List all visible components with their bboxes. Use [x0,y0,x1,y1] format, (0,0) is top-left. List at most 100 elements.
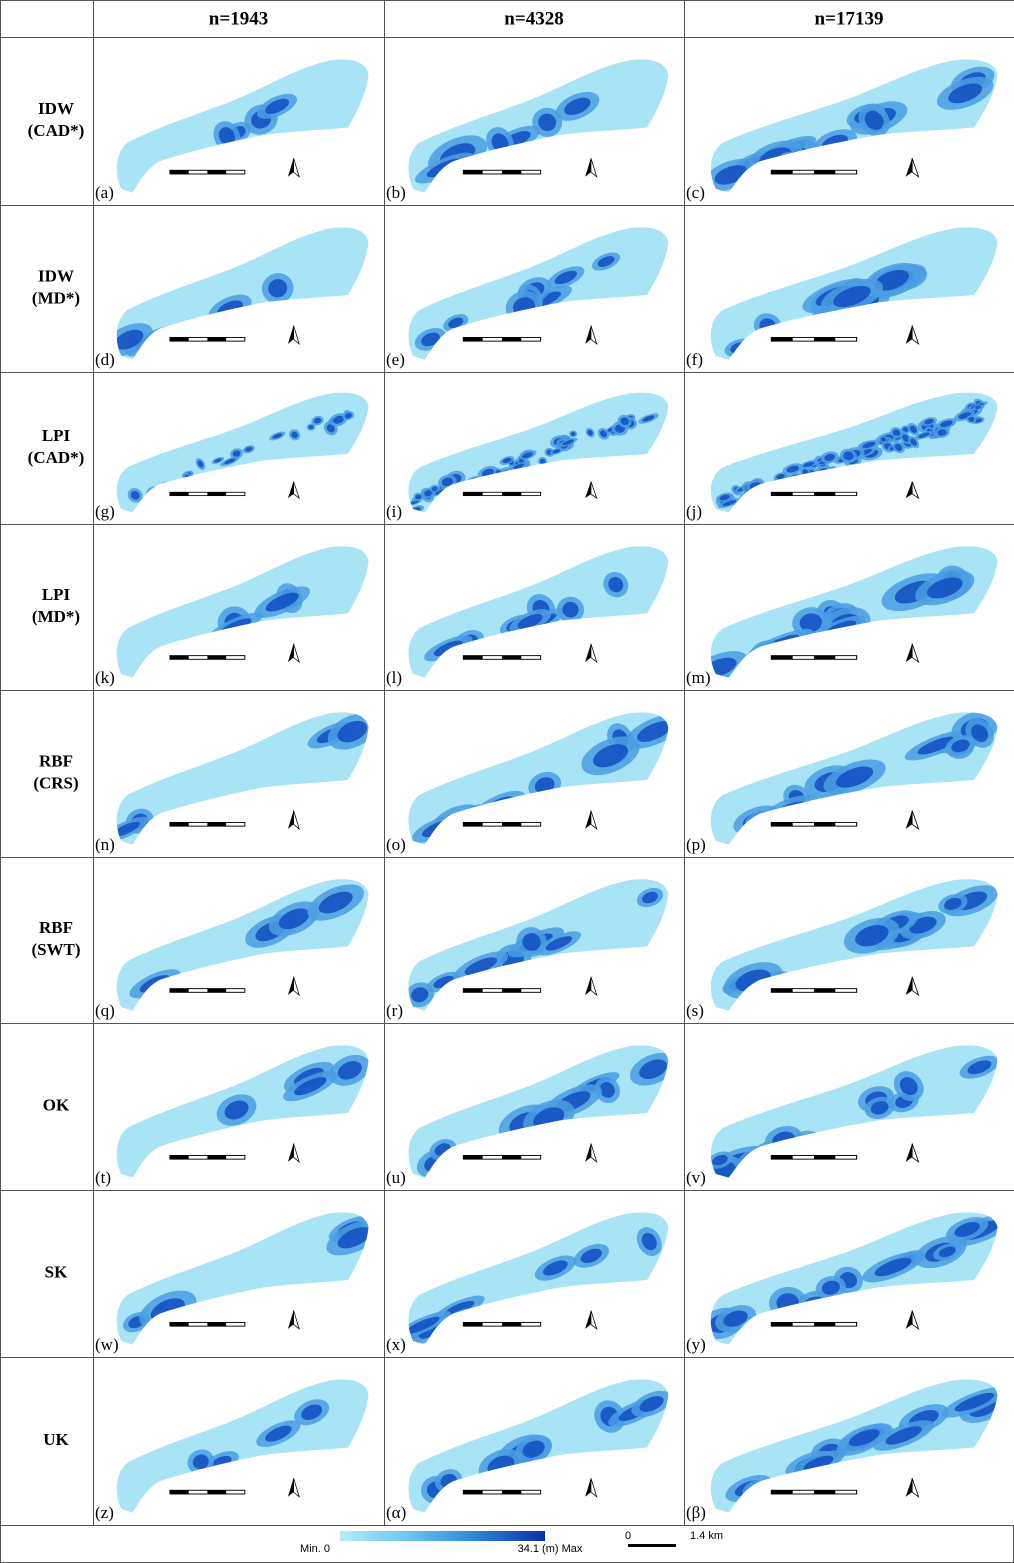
scale-bar-seg [814,656,835,660]
north-arrow [912,1143,918,1161]
scale-bar [170,492,245,495]
north-arrow [288,644,294,662]
scale-bar-seg [463,1490,482,1494]
scale-bar-seg [207,170,226,174]
method-label: (CRS) [33,773,78,792]
panel-label: (k) [95,668,115,687]
scale-bar-seg [207,1322,226,1326]
scale-bar [771,1155,856,1159]
scale-bar-seg [463,822,482,826]
depth-zone [450,487,462,497]
map-panel [117,393,369,513]
method-label: SK [45,1262,68,1281]
scale-bar [771,822,856,826]
panel-label: (β) [686,1503,706,1522]
method-label: IDW [38,99,74,118]
scale-bar [463,656,540,660]
scale-bar-seg [814,989,835,993]
north-arrow [288,158,294,177]
method-label: IDW [38,266,74,285]
north-arrow [294,1310,300,1328]
scale-bar-seg [463,170,482,174]
north-arrow [288,325,294,343]
map-panel [711,393,998,513]
panel-label: (α) [386,1503,406,1522]
scale-bar-seg [207,822,226,826]
map-panel [406,393,668,517]
depth-zone [189,477,201,486]
panel-label: (e) [386,350,405,369]
north-arrow [591,644,597,662]
panel-label: (c) [686,183,705,202]
north-arrow [585,325,591,343]
scale-bar-seg [771,822,792,826]
north-arrow [591,325,597,343]
scale-bar-seg [170,1322,189,1326]
scale-bar-seg [814,822,835,826]
scale-bar [170,1155,245,1159]
scale-bar [170,170,245,174]
scale-bar-seg [814,1155,835,1159]
column-header: n=1943 [209,8,268,29]
panel-label: (m) [686,668,711,687]
method-label: (CAD*) [28,448,85,467]
north-arrow [912,1310,918,1328]
method-label: LPI [42,585,71,604]
column-header: n=4328 [504,8,563,29]
depth-zone [781,479,799,490]
scale-bar [463,1490,540,1494]
depth-zone [785,482,796,489]
north-arrow [591,1143,597,1161]
scale-bar-seg [771,1322,792,1326]
scale-bar-seg [463,989,482,993]
scale-bar-seg [771,1490,792,1494]
map-panel [117,1045,375,1177]
panel-label: (j) [686,502,702,521]
panel-label: (r) [386,1001,403,1020]
map-panel [117,877,370,1011]
scale-bar [463,337,540,341]
north-arrow [585,158,591,177]
panel-label: (v) [686,1168,706,1187]
map-panel [694,1208,1014,1345]
map-panel [408,1045,681,1183]
panel-label: (b) [386,183,406,202]
depth-zone [485,474,496,483]
scale-bar-seg [502,492,521,495]
north-arrow [906,325,912,343]
north-arrow [906,1310,912,1328]
panel-label: (x) [386,1335,406,1354]
north-arrow [294,1143,300,1161]
map-panel [117,546,369,677]
scale-bar-seg [771,337,792,341]
north-arrow [906,977,912,995]
depth-zone [166,482,174,488]
scale-bar-seg [207,1155,226,1159]
north-arrow [288,481,294,498]
panel-label: (w) [95,1335,119,1354]
method-label: RBF [39,918,73,937]
scale-bar-seg [771,492,792,495]
panel-label: (y) [686,1335,706,1354]
north-arrow [585,977,591,995]
scale-bar-seg [502,822,521,826]
method-label: (MD*) [32,288,80,307]
depth-zone [779,154,799,171]
depth-zone [773,485,784,493]
scale-bar-seg [170,989,189,993]
map-panel [117,59,369,192]
north-arrow [906,1478,912,1497]
map-panel [685,546,998,690]
scale-bar-seg [502,170,521,174]
north-arrow [906,1143,912,1161]
scale-bar [771,1322,856,1326]
scale-bar-seg [502,1155,521,1159]
north-arrow [591,481,597,498]
method-label: (MD*) [32,607,80,626]
north-arrow [591,977,597,995]
panel-label: (s) [686,1001,704,1020]
scale-bar [463,989,540,993]
north-arrow [912,481,918,498]
scale-bar-seg [170,1155,189,1159]
scale-bar-seg [814,170,835,174]
